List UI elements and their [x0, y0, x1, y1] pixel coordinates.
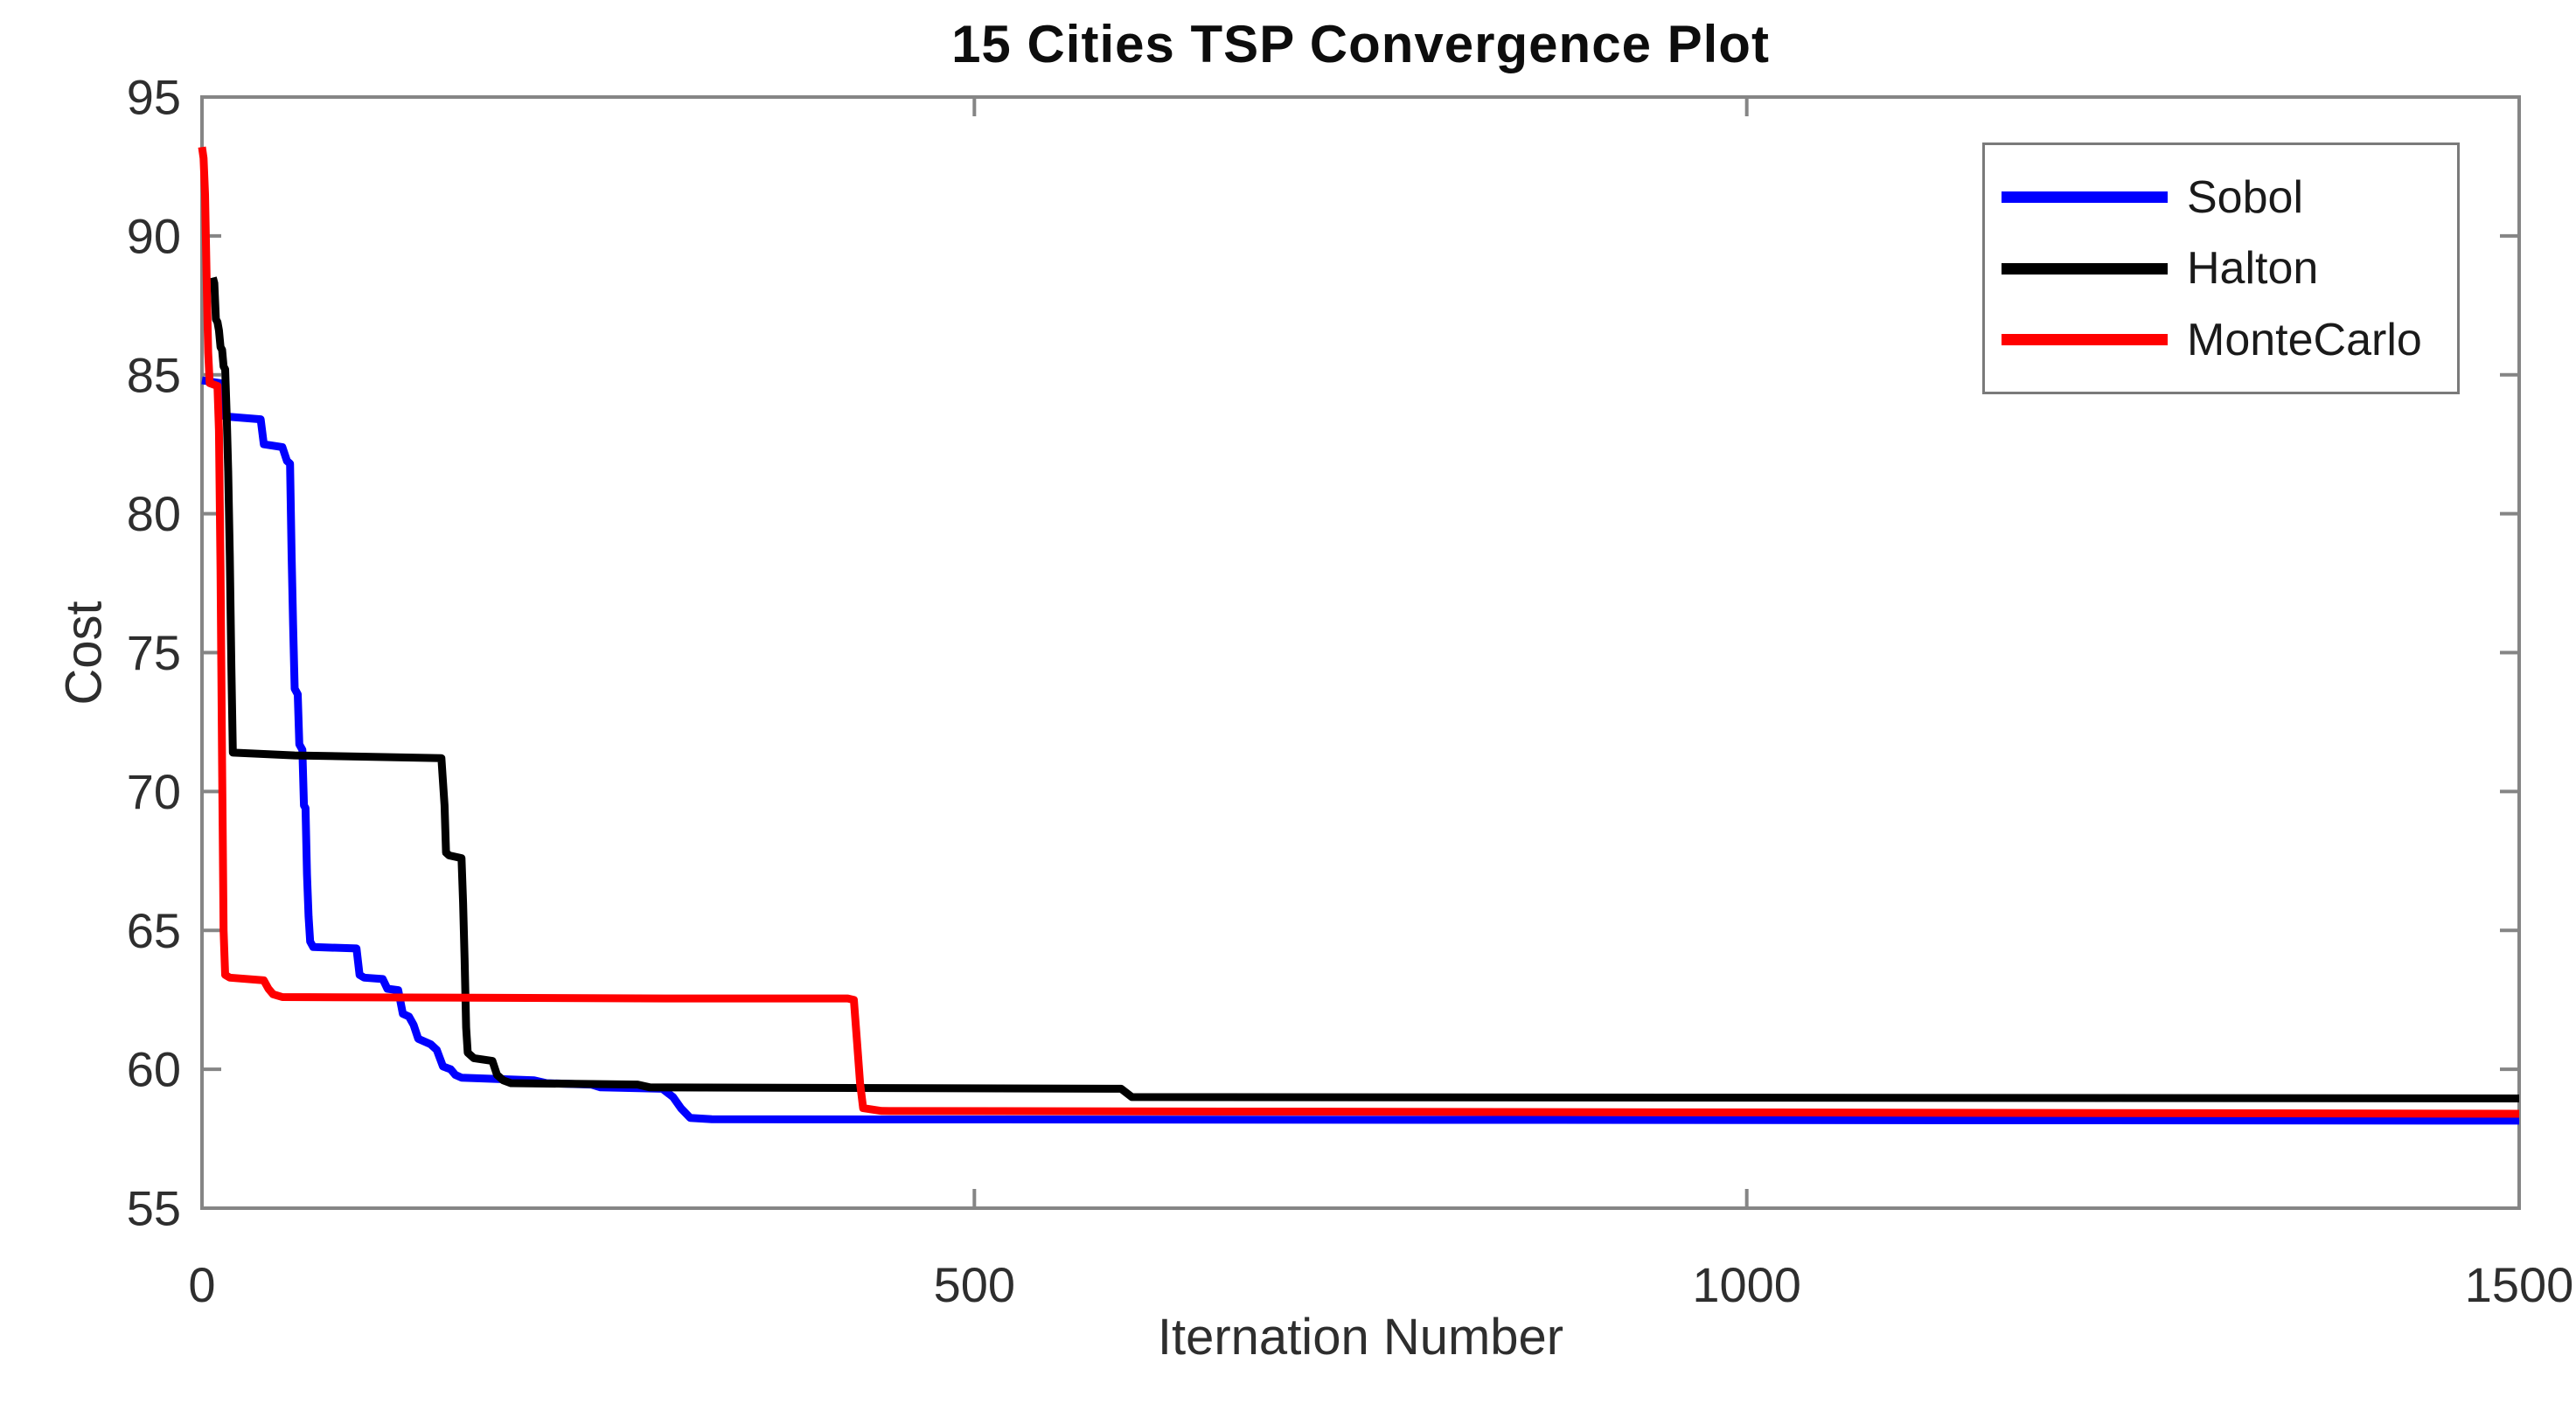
- x-tick-label: 1000: [1692, 1257, 1801, 1312]
- plot-title: 15 Cities TSP Convergence Plot: [951, 15, 1770, 73]
- y-tick-label: 65: [127, 903, 181, 958]
- legend-item-sobol: Sobol: [1985, 175, 2457, 220]
- y-axis-label: Cost: [55, 601, 113, 705]
- series-line-halton: [209, 276, 2520, 1102]
- y-tick-label: 90: [127, 208, 181, 263]
- legend-label-sobol: Sobol: [2187, 171, 2303, 223]
- x-axis-label: Iternation Number: [1157, 1309, 1564, 1366]
- series-line-montecarlo: [198, 146, 2520, 1118]
- series-line-sobol: [201, 376, 2520, 1125]
- x-tick-label: 1500: [2465, 1257, 2574, 1312]
- legend-box: Sobol Halton MonteCarlo: [1982, 142, 2460, 394]
- y-tick-label: 95: [127, 70, 181, 125]
- legend-item-halton: Halton: [1985, 246, 2457, 291]
- x-tick-label: 0: [188, 1257, 215, 1312]
- y-tick-label: 60: [127, 1042, 181, 1097]
- sobol-line-swatch: [2002, 191, 2168, 203]
- x-tick-label: 500: [934, 1257, 1015, 1312]
- legend-label-halton: Halton: [2187, 243, 2319, 294]
- halton-line-swatch: [2002, 262, 2168, 275]
- legend-item-montecarlo: MonteCarlo: [1985, 317, 2457, 363]
- montecarlo-line-swatch: [2002, 334, 2168, 345]
- y-tick-label: 80: [127, 486, 181, 541]
- y-tick-label: 70: [127, 764, 181, 819]
- legend-label-montecarlo: MonteCarlo: [2187, 314, 2422, 365]
- y-tick-label: 55: [127, 1181, 181, 1236]
- y-tick-label: 75: [127, 625, 181, 680]
- y-tick-label: 85: [127, 347, 181, 402]
